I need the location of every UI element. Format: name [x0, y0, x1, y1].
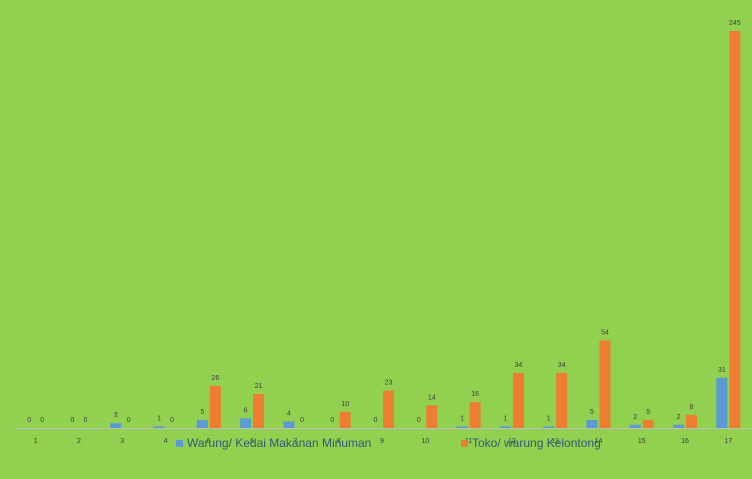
x-tick-label-7: 7 [293, 438, 297, 445]
data-label-series-1-cat-12: 1 [503, 415, 507, 422]
x-tick-label-12: 12 [508, 438, 516, 445]
legend-item-series-2: Toko/ warung Kelontong [461, 436, 601, 450]
data-label-series-2-cat-6: 21 [255, 383, 263, 390]
data-label-series-1-cat-11: 1 [460, 415, 464, 422]
x-tick-label-9: 9 [380, 438, 384, 445]
legend-swatch-series-1 [176, 439, 183, 447]
data-label-series-2-cat-15: 5 [646, 409, 650, 416]
legend-label-series-1: Warung/ Kedai Makanan Minuman [187, 436, 372, 450]
bar-series-1-cat-12 [499, 426, 511, 428]
bar-series-1-cat-11 [456, 426, 468, 428]
legend-label-series-2: Toko/ warung Kelontong [472, 436, 601, 450]
x-tick-label-17: 17 [724, 438, 732, 445]
bar-series-1-cat-15 [629, 424, 641, 428]
bar-series-2-cat-10 [426, 405, 438, 428]
data-label-series-2-cat-14: 54 [601, 329, 609, 336]
x-tick-label-1: 1 [34, 438, 38, 445]
x-tick-label-4: 4 [164, 438, 168, 445]
data-label-series-2-cat-9: 23 [385, 380, 393, 387]
x-tick-label-6: 6 [250, 438, 254, 445]
x-tick-label-15: 15 [638, 438, 646, 445]
data-label-series-1-cat-5: 5 [200, 409, 204, 416]
bar-series-2-cat-6 [253, 393, 265, 428]
data-label-series-1-cat-9: 0 [374, 417, 378, 424]
data-label-series-2-cat-2: 0 [83, 417, 87, 424]
bar-series-1-cat-7 [283, 421, 295, 428]
data-label-series-2-cat-17: 245 [729, 20, 741, 27]
data-label-series-1-cat-13: 1 [547, 415, 551, 422]
bar-series-1-cat-16 [673, 424, 685, 428]
data-label-series-1-cat-17: 31 [718, 367, 726, 374]
bar-series-1-cat-3 [110, 423, 122, 428]
bar-series-2-cat-11 [469, 402, 481, 428]
data-label-series-2-cat-13: 34 [558, 362, 566, 369]
x-tick-label-2: 2 [77, 438, 81, 445]
bar-series-2-cat-13 [556, 372, 568, 428]
data-label-series-1-cat-1: 0 [27, 417, 31, 424]
data-label-series-2-cat-5: 26 [211, 375, 219, 382]
data-label-series-1-cat-15: 2 [633, 414, 637, 421]
bar-series-1-cat-17 [716, 377, 728, 428]
legend-item-series-1: Warung/ Kedai Makanan Minuman [176, 436, 371, 450]
data-label-series-2-cat-1: 0 [40, 417, 44, 424]
x-tick-label-8: 8 [337, 438, 341, 445]
data-label-series-1-cat-7: 4 [287, 411, 291, 418]
x-tick-label-3: 3 [120, 438, 124, 445]
data-label-series-1-cat-8: 0 [330, 417, 334, 424]
bar-series-1-cat-14 [586, 419, 598, 428]
data-label-series-1-cat-2: 0 [70, 417, 74, 424]
bar-series-1-cat-6 [240, 418, 252, 428]
bar-series-2-cat-9 [383, 390, 394, 428]
bar-series-2-cat-8 [339, 411, 351, 428]
x-tick-label-10: 10 [421, 438, 429, 445]
x-tick-label-16: 16 [681, 438, 689, 445]
data-label-series-1-cat-3: 3 [114, 412, 118, 419]
data-label-series-2-cat-8: 10 [341, 401, 349, 408]
bar-series-2-cat-14 [599, 340, 611, 428]
x-tick-label-14: 14 [595, 438, 603, 445]
data-label-series-2-cat-7: 0 [300, 417, 304, 424]
x-tick-label-11: 11 [465, 438, 472, 445]
legend-swatch-series-2 [461, 439, 468, 447]
x-tick-label-13: 13 [551, 438, 559, 445]
bar-series-2-cat-5 [209, 385, 221, 428]
data-label-series-1-cat-4: 1 [157, 415, 161, 422]
data-label-series-2-cat-3: 0 [127, 417, 131, 424]
bar-series-1-cat-4 [153, 426, 165, 428]
data-label-series-1-cat-10: 0 [417, 417, 421, 424]
bar-series-2-cat-17 [729, 31, 741, 428]
bar-series-2-cat-15 [642, 419, 654, 428]
data-label-series-1-cat-16: 2 [677, 414, 681, 421]
data-label-series-2-cat-16: 8 [690, 404, 694, 411]
data-label-series-1-cat-6: 6 [244, 407, 248, 414]
bar-series-2-cat-16 [686, 415, 698, 428]
data-label-series-2-cat-10: 14 [428, 394, 436, 401]
data-label-series-1-cat-14: 5 [590, 409, 594, 416]
x-tick-label-5: 5 [207, 438, 211, 445]
bar-series-1-cat-5 [196, 419, 208, 428]
bar-series-2-cat-12 [512, 372, 524, 428]
data-label-series-2-cat-11: 16 [471, 391, 479, 398]
data-label-series-2-cat-12: 34 [514, 362, 522, 369]
data-label-series-2-cat-4: 0 [170, 417, 174, 424]
bar-series-1-cat-13 [543, 426, 555, 428]
chart-legend: Warung/ Kedai Makanan Minuman Toko/ waru… [0, 436, 752, 452]
